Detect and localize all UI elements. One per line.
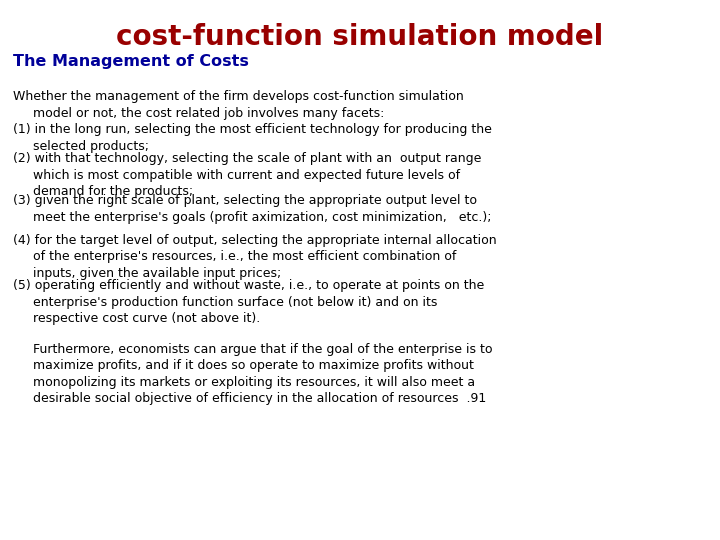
Text: (4) for the target level of output, selecting the appropriate internal allocatio: (4) for the target level of output, sele… (13, 234, 497, 280)
Text: (3) given the right scale of plant, selecting the appropriate output level to
  : (3) given the right scale of plant, sele… (13, 194, 492, 224)
Text: The Management of Costs: The Management of Costs (13, 54, 249, 69)
Text: (1) in the long run, selecting the most efficient technology for producing the
 : (1) in the long run, selecting the most … (13, 123, 492, 153)
Text: cost-function simulation model: cost-function simulation model (117, 23, 603, 51)
Text: (2) with that technology, selecting the scale of plant with an  output range
   : (2) with that technology, selecting the … (13, 152, 482, 198)
Text: (5) operating efficiently and without waste, i.e., to operate at points on the
 : (5) operating efficiently and without wa… (13, 279, 485, 325)
Text: Furthermore, economists can argue that if the goal of the enterprise is to
     : Furthermore, economists can argue that i… (13, 343, 492, 406)
Text: Whether the management of the firm develops cost-function simulation
     model : Whether the management of the firm devel… (13, 90, 464, 120)
